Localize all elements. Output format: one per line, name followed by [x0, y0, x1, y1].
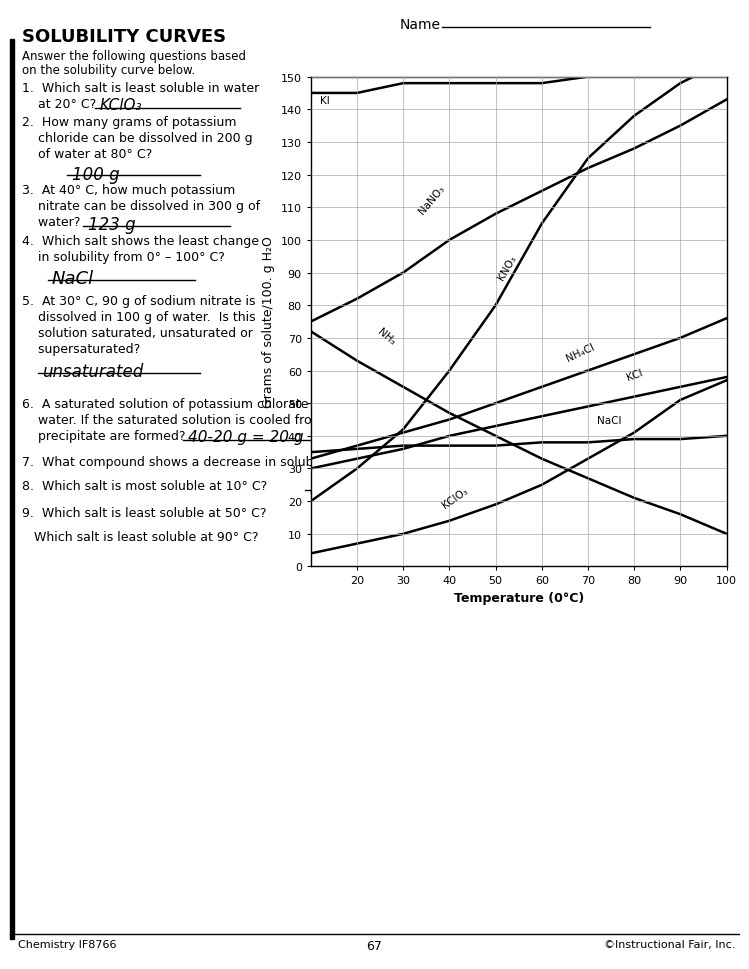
Text: water?: water?: [22, 216, 80, 229]
Text: 2.  How many grams of potassium: 2. How many grams of potassium: [22, 116, 237, 129]
Text: Name: Name: [400, 18, 441, 32]
Text: NH₃: NH₃: [318, 530, 350, 548]
Y-axis label: Grams of solute/100. g H₂O: Grams of solute/100. g H₂O: [262, 236, 275, 408]
Text: of water at 80° C?: of water at 80° C?: [22, 148, 152, 161]
Text: NH₃: NH₃: [518, 455, 550, 474]
Text: NaNO₃: NaNO₃: [417, 184, 446, 216]
Text: 3.  At 40° C, how much potassium: 3. At 40° C, how much potassium: [22, 184, 235, 197]
Text: 1.  Which salt is least soluble in water: 1. Which salt is least soluble in water: [22, 82, 259, 95]
Text: solution saturated, unsaturated or: solution saturated, unsaturated or: [22, 327, 253, 340]
Text: NH₃: NH₃: [375, 327, 397, 347]
Text: KI: KI: [310, 480, 326, 497]
Text: NaCl: NaCl: [52, 269, 94, 288]
Text: at 20° C?: at 20° C?: [22, 98, 97, 110]
Text: 123 g: 123 g: [88, 216, 136, 234]
Text: Chemistry IF8766: Chemistry IF8766: [18, 939, 117, 949]
Text: KCl: KCl: [625, 368, 644, 383]
Text: nitrate can be dissolved in 300 g of: nitrate can be dissolved in 300 g of: [22, 200, 260, 213]
Text: 40-20 g = 20 g: 40-20 g = 20 g: [188, 429, 303, 445]
Text: 100 g: 100 g: [72, 166, 120, 184]
Text: Answer the following questions based: Answer the following questions based: [22, 50, 246, 63]
Text: KClO₃: KClO₃: [100, 98, 142, 112]
Text: 4.  Which salt shows the least change: 4. Which salt shows the least change: [22, 234, 259, 248]
Text: 6.  A saturated solution of potassium chlorate is formed from one hundred grams : 6. A saturated solution of potassium chl…: [22, 397, 548, 411]
Text: 8.  Which salt is most soluble at 10° C?: 8. Which salt is most soluble at 10° C?: [22, 480, 267, 492]
Text: Which salt is least soluble at 90° C?: Which salt is least soluble at 90° C?: [34, 530, 258, 544]
Text: 7.  What compound shows a decrease in solubility from 0° to 100° C?: 7. What compound shows a decrease in sol…: [22, 455, 458, 469]
Text: 5.  At 30° C, 90 g of sodium nitrate is: 5. At 30° C, 90 g of sodium nitrate is: [22, 295, 255, 308]
Text: KI: KI: [320, 96, 330, 106]
Text: NaCl: NaCl: [597, 416, 622, 425]
Text: ©Instructional Fair, Inc.: ©Instructional Fair, Inc.: [604, 939, 735, 949]
Bar: [10, 40, 14, 939]
Text: water. If the saturated solution is cooled from 80° C to 50° C, how many grams o: water. If the saturated solution is cool…: [22, 414, 551, 426]
Text: dissolved in 100 g of water.  Is this: dissolved in 100 g of water. Is this: [22, 311, 255, 324]
Text: KClO₃: KClO₃: [318, 507, 364, 524]
Text: KClO₃: KClO₃: [440, 485, 470, 510]
Text: 67: 67: [366, 939, 382, 952]
Text: in solubility from 0° – 100° C?: in solubility from 0° – 100° C?: [22, 251, 225, 264]
X-axis label: Temperature (0°C): Temperature (0°C): [454, 591, 583, 605]
Text: SOLUBILITY CURVES: SOLUBILITY CURVES: [22, 28, 226, 46]
Text: chloride can be dissolved in 200 g: chloride can be dissolved in 200 g: [22, 132, 252, 144]
Text: KNO₃: KNO₃: [496, 254, 518, 282]
Text: on the solubility curve below.: on the solubility curve below.: [22, 64, 195, 77]
Text: unsaturated: unsaturated: [42, 362, 143, 381]
Text: 9.  Which salt is least soluble at 50° C?: 9. Which salt is least soluble at 50° C?: [22, 507, 267, 519]
Text: NH₄Cl: NH₄Cl: [565, 341, 596, 363]
Text: supersaturated?: supersaturated?: [22, 343, 140, 356]
Text: precipitate are formed?: precipitate are formed?: [22, 429, 186, 443]
